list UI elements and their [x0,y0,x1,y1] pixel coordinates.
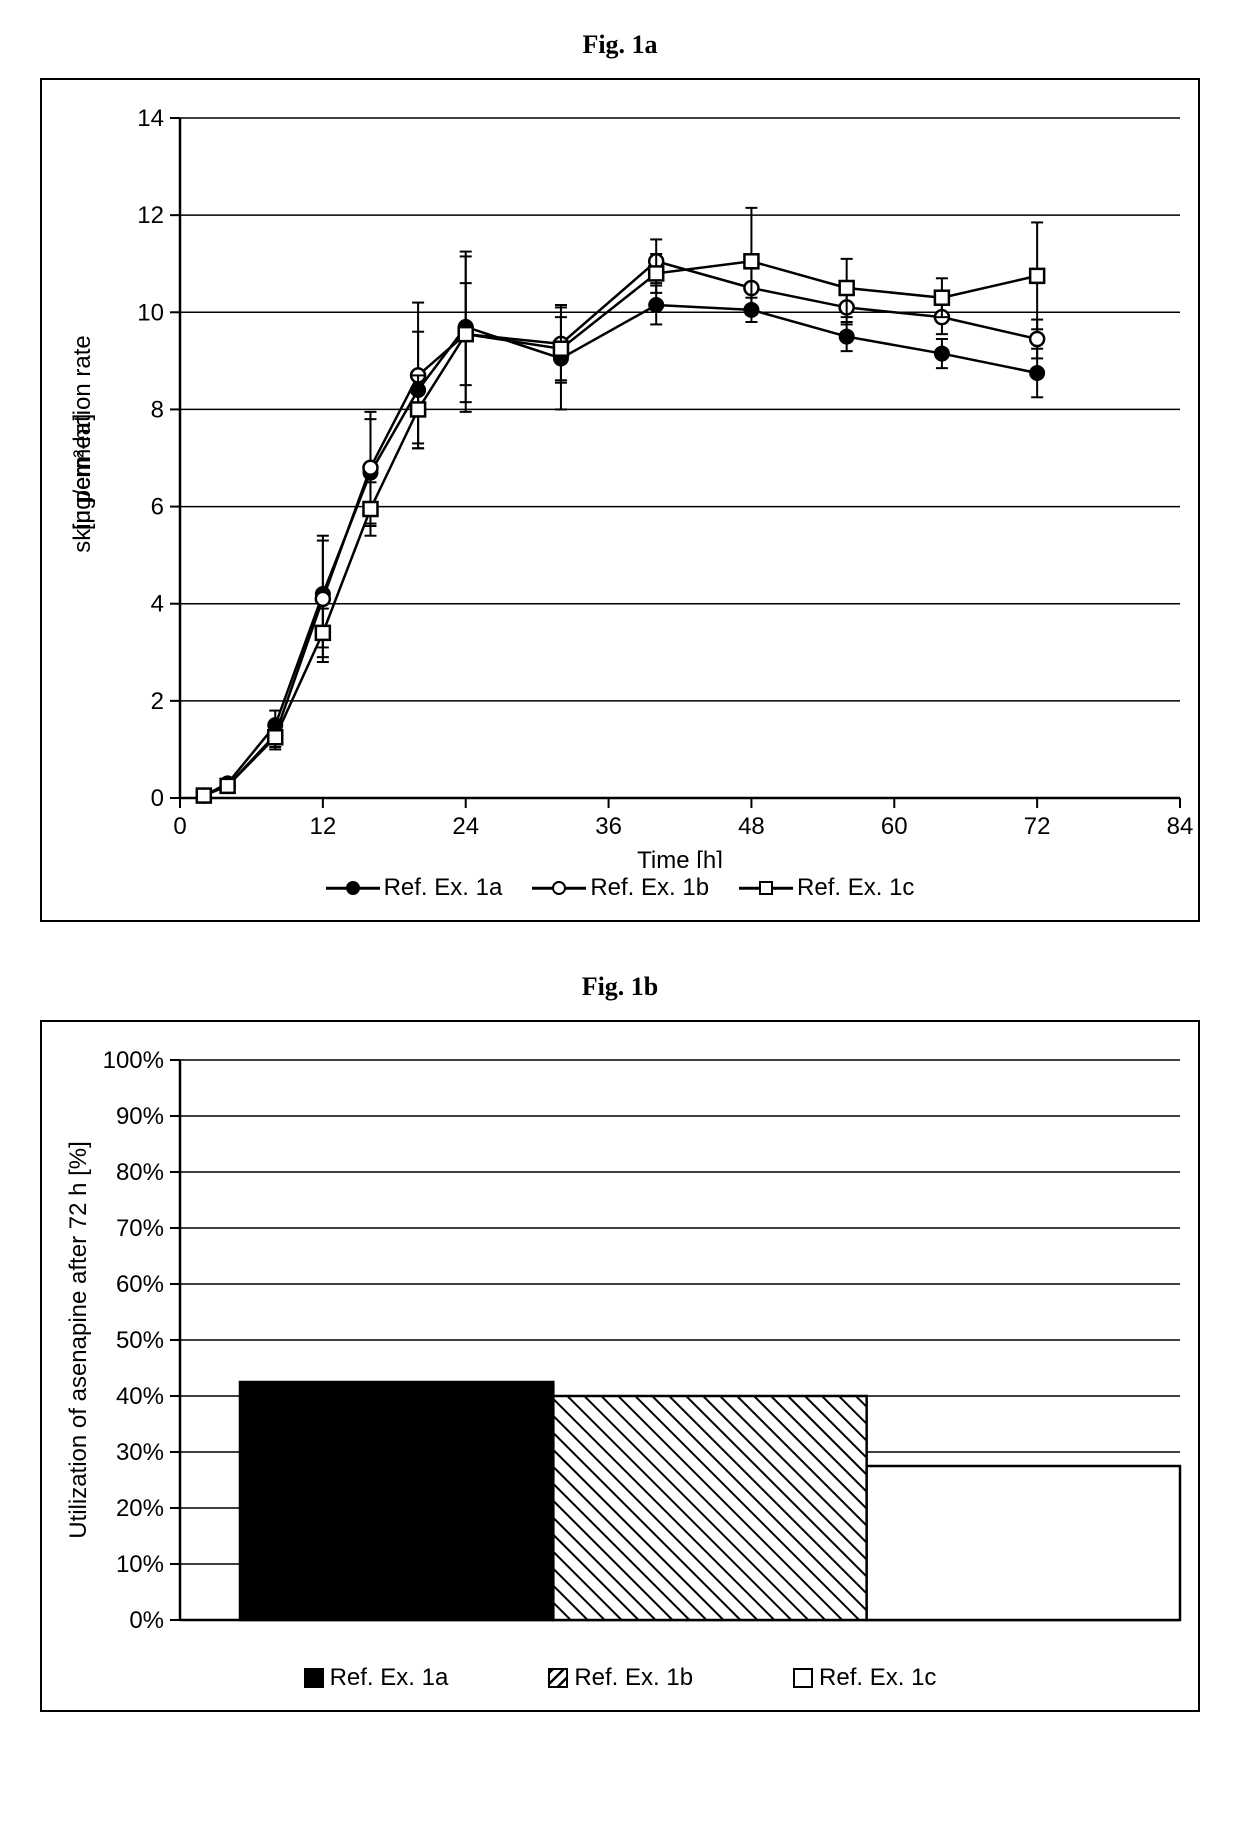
svg-text:30%: 30% [116,1439,164,1466]
svg-text:36: 36 [595,813,622,840]
legend-item: Ref. Ex. 1c [793,1664,936,1692]
svg-text:14: 14 [137,105,164,132]
fig1a-svg: 02468101214012243648607284Time [h]skin p… [60,98,1200,868]
svg-text:12: 12 [310,813,337,840]
legend-label: Ref. Ex. 1c [797,874,914,902]
svg-text:0: 0 [173,813,186,840]
fig1b-legend: Ref. Ex. 1a Ref. Ex. 1b Ref. Ex. 1c [60,1664,1180,1692]
fig1a-legend: Ref. Ex. 1a Ref. Ex. 1b Ref. Ex. 1c [60,874,1180,902]
svg-text:60: 60 [881,813,908,840]
svg-text:10: 10 [137,299,164,326]
svg-text:48: 48 [738,813,765,840]
svg-text:72: 72 [1024,813,1051,840]
square-open-icon [759,881,773,895]
svg-text:10%: 10% [116,1551,164,1578]
fig1b-svg: 0% 10% 20% 30% 40% 50% 60% 70% 80% 90% 100% Utiliza… [60,1040,1200,1640]
legend-item: Ref. Ex. 1a [304,1664,449,1692]
legend-item-1b: Ref. Ex. 1b [532,874,709,902]
svg-text:24: 24 [452,813,479,840]
legend-label: Ref. Ex. 1a [330,1664,449,1692]
legend-item-1c: Ref. Ex. 1c [739,874,914,902]
svg-text:60%: 60% [116,1271,164,1298]
svg-text:12: 12 [137,202,164,229]
svg-text:50%: 50% [116,1327,164,1354]
legend-label: Ref. Ex. 1a [384,874,503,902]
svg-text:20%: 20% [116,1495,164,1522]
svg-text:80%: 80% [116,1159,164,1186]
fig1a-frame: 02468101214012243648607284Time [h]skin p… [40,78,1200,922]
fig1b-frame: 0% 10% 20% 30% 40% 50% 60% 70% 80% 90% 100% Utiliza… [40,1020,1200,1712]
legend-label: Ref. Ex. 1b [590,874,709,902]
fig1a-title: Fig. 1a [40,30,1200,60]
svg-text:70%: 70% [116,1215,164,1242]
svg-text:4: 4 [151,591,164,618]
fig1b-title: Fig. 1b [40,972,1200,1002]
svg-text:40%: 40% [116,1383,164,1410]
svg-text:90%: 90% [116,1103,164,1130]
svg-text:0%: 0% [129,1607,164,1634]
svg-text:8: 8 [151,396,164,423]
legend-item: Ref. Ex. 1b [548,1664,693,1692]
svg-text:[μg/cm²-hr]: [μg/cm²-hr] [69,414,96,531]
legend-label: Ref. Ex. 1c [819,1664,936,1692]
svg-text:84: 84 [1167,813,1194,840]
circle-filled-icon [346,881,360,895]
svg-text:2: 2 [151,688,164,715]
legend-label: Ref. Ex. 1b [574,1664,693,1692]
swatch-filled-icon [304,1668,324,1688]
svg-text:0: 0 [151,785,164,812]
svg-text:6: 6 [151,494,164,521]
svg-text:Time [h]: Time [h] [637,847,723,868]
legend-item-1a: Ref. Ex. 1a [326,874,503,902]
svg-text:100%: 100% [103,1047,164,1074]
swatch-hatch-icon [548,1668,568,1688]
svg-text:Utilization of asenapine after: Utilization of asenapine after 72 h [%] [65,1141,92,1539]
circle-open-icon [552,881,566,895]
swatch-open-icon [793,1668,813,1688]
